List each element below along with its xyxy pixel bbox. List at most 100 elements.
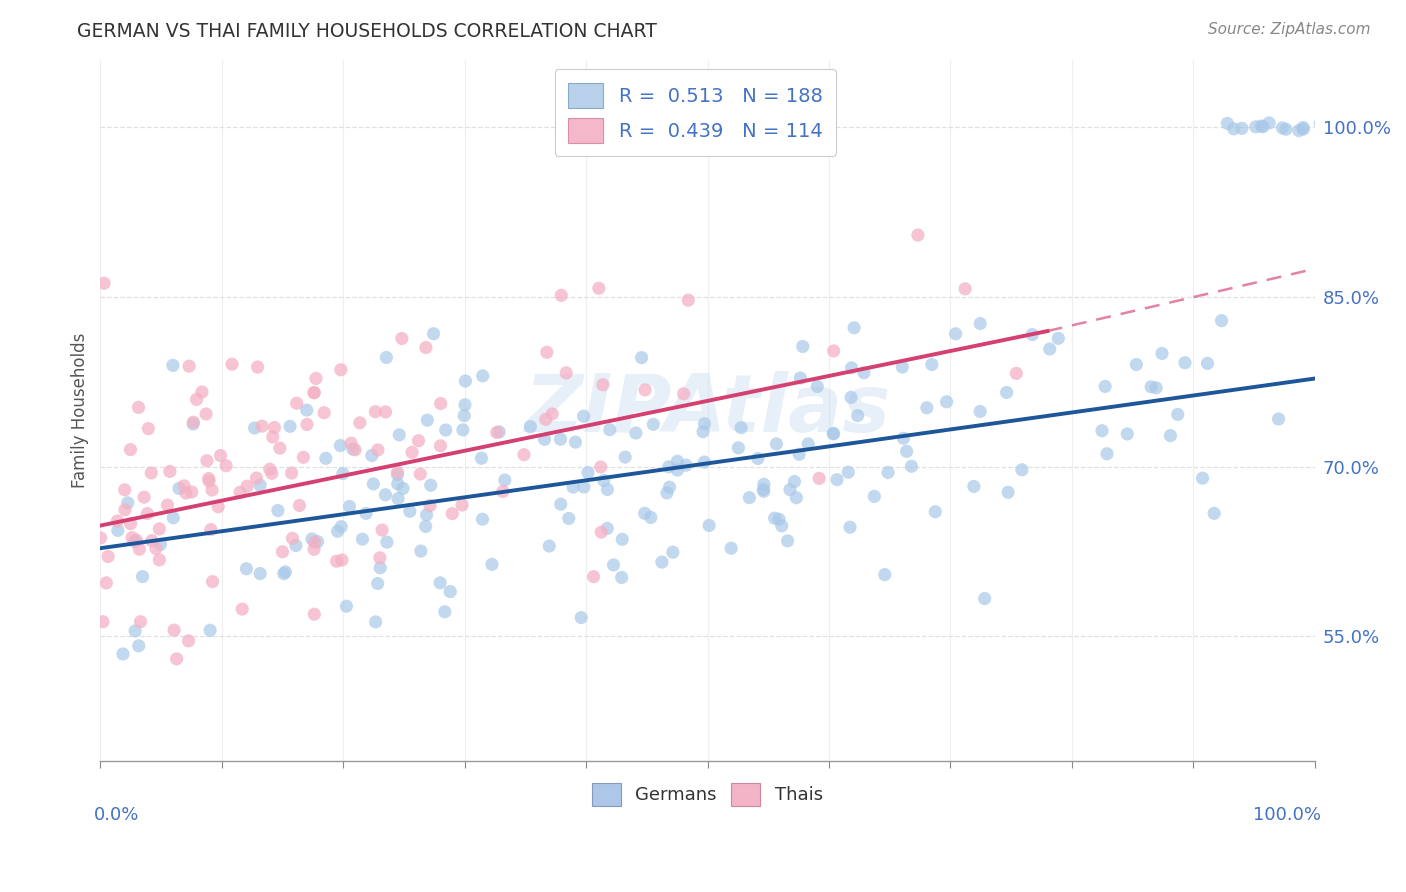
Point (1244, 120, 1267, 134)
Point (409, 467, 432, 481)
Point (1140, 380, 1163, 394)
Point (315, 451, 337, 466)
Point (846, 409, 869, 423)
Point (284, 539, 307, 553)
Point (273, 566, 295, 581)
Point (302, 542, 325, 557)
Point (839, 520, 862, 534)
Point (451, 498, 474, 512)
Point (1144, 381, 1167, 395)
Point (325, 554, 347, 568)
Point (93, 277, 115, 291)
Point (349, 416, 371, 430)
Point (893, 431, 915, 445)
Point (162, 359, 184, 373)
Point (697, 518, 720, 533)
Point (1191, 471, 1213, 485)
Point (136, 507, 159, 521)
Point (720, 541, 742, 556)
Point (534, 412, 557, 426)
Point (995, 385, 1018, 400)
Point (907, 228, 929, 243)
Point (304, 607, 326, 622)
Point (596, 483, 619, 497)
Point (128, 401, 150, 415)
Point (305, 371, 328, 385)
Point (915, 401, 938, 415)
Point (339, 500, 361, 514)
Point (114, 503, 136, 517)
Point (159, 464, 181, 478)
Point (562, 480, 585, 494)
Point (1094, 379, 1116, 393)
Point (1211, 313, 1233, 327)
Point (114, 483, 136, 497)
Point (643, 417, 665, 432)
Point (419, 478, 441, 492)
Point (891, 359, 914, 374)
Point (564, 435, 586, 450)
Point (364, 615, 387, 629)
Point (823, 343, 845, 358)
Point (806, 379, 828, 393)
Point (1047, 331, 1070, 345)
Point (200, 523, 222, 537)
Point (640, 510, 662, 524)
Point (792, 339, 814, 353)
Point (666, 463, 689, 477)
Point (280, 466, 302, 480)
Point (173, 479, 195, 493)
Point (610, 570, 633, 584)
Point (558, 511, 581, 525)
Point (481, 558, 503, 572)
Point (1174, 356, 1197, 370)
Point (1091, 424, 1114, 438)
Point (738, 491, 761, 505)
Point (392, 482, 415, 496)
Point (422, 326, 444, 341)
Point (1167, 408, 1189, 422)
Point (873, 567, 896, 582)
Point (763, 511, 786, 525)
Text: Source: ZipAtlas.com: Source: ZipAtlas.com (1208, 22, 1371, 37)
Point (243, 421, 266, 435)
Point (1250, 119, 1272, 133)
Point (692, 425, 714, 439)
Point (634, 383, 657, 397)
Point (550, 288, 572, 302)
Point (1039, 342, 1062, 356)
Point (783, 475, 806, 489)
Point (1116, 426, 1139, 441)
Point (156, 498, 179, 512)
Point (592, 474, 614, 488)
Point (533, 433, 555, 447)
Point (163, 623, 186, 637)
Point (292, 450, 315, 465)
Text: 100.0%: 100.0% (1253, 806, 1320, 824)
Point (391, 332, 413, 346)
Point (1159, 428, 1181, 442)
Point (839, 390, 862, 404)
Point (589, 460, 612, 475)
Point (1292, 120, 1315, 135)
Point (90, 531, 112, 545)
Point (672, 386, 695, 401)
Point (808, 471, 831, 485)
Point (136, 422, 159, 436)
Point (752, 477, 775, 491)
Point (494, 473, 516, 487)
Point (145, 541, 167, 556)
Point (538, 539, 561, 553)
Point (415, 519, 437, 533)
Point (1011, 463, 1033, 477)
Point (107, 524, 129, 538)
Point (342, 442, 364, 456)
Point (752, 484, 775, 499)
Point (727, 441, 749, 455)
Point (415, 341, 437, 355)
Point (408, 434, 430, 448)
Point (409, 544, 432, 558)
Point (340, 436, 363, 450)
Point (471, 512, 494, 526)
Point (181, 417, 204, 431)
